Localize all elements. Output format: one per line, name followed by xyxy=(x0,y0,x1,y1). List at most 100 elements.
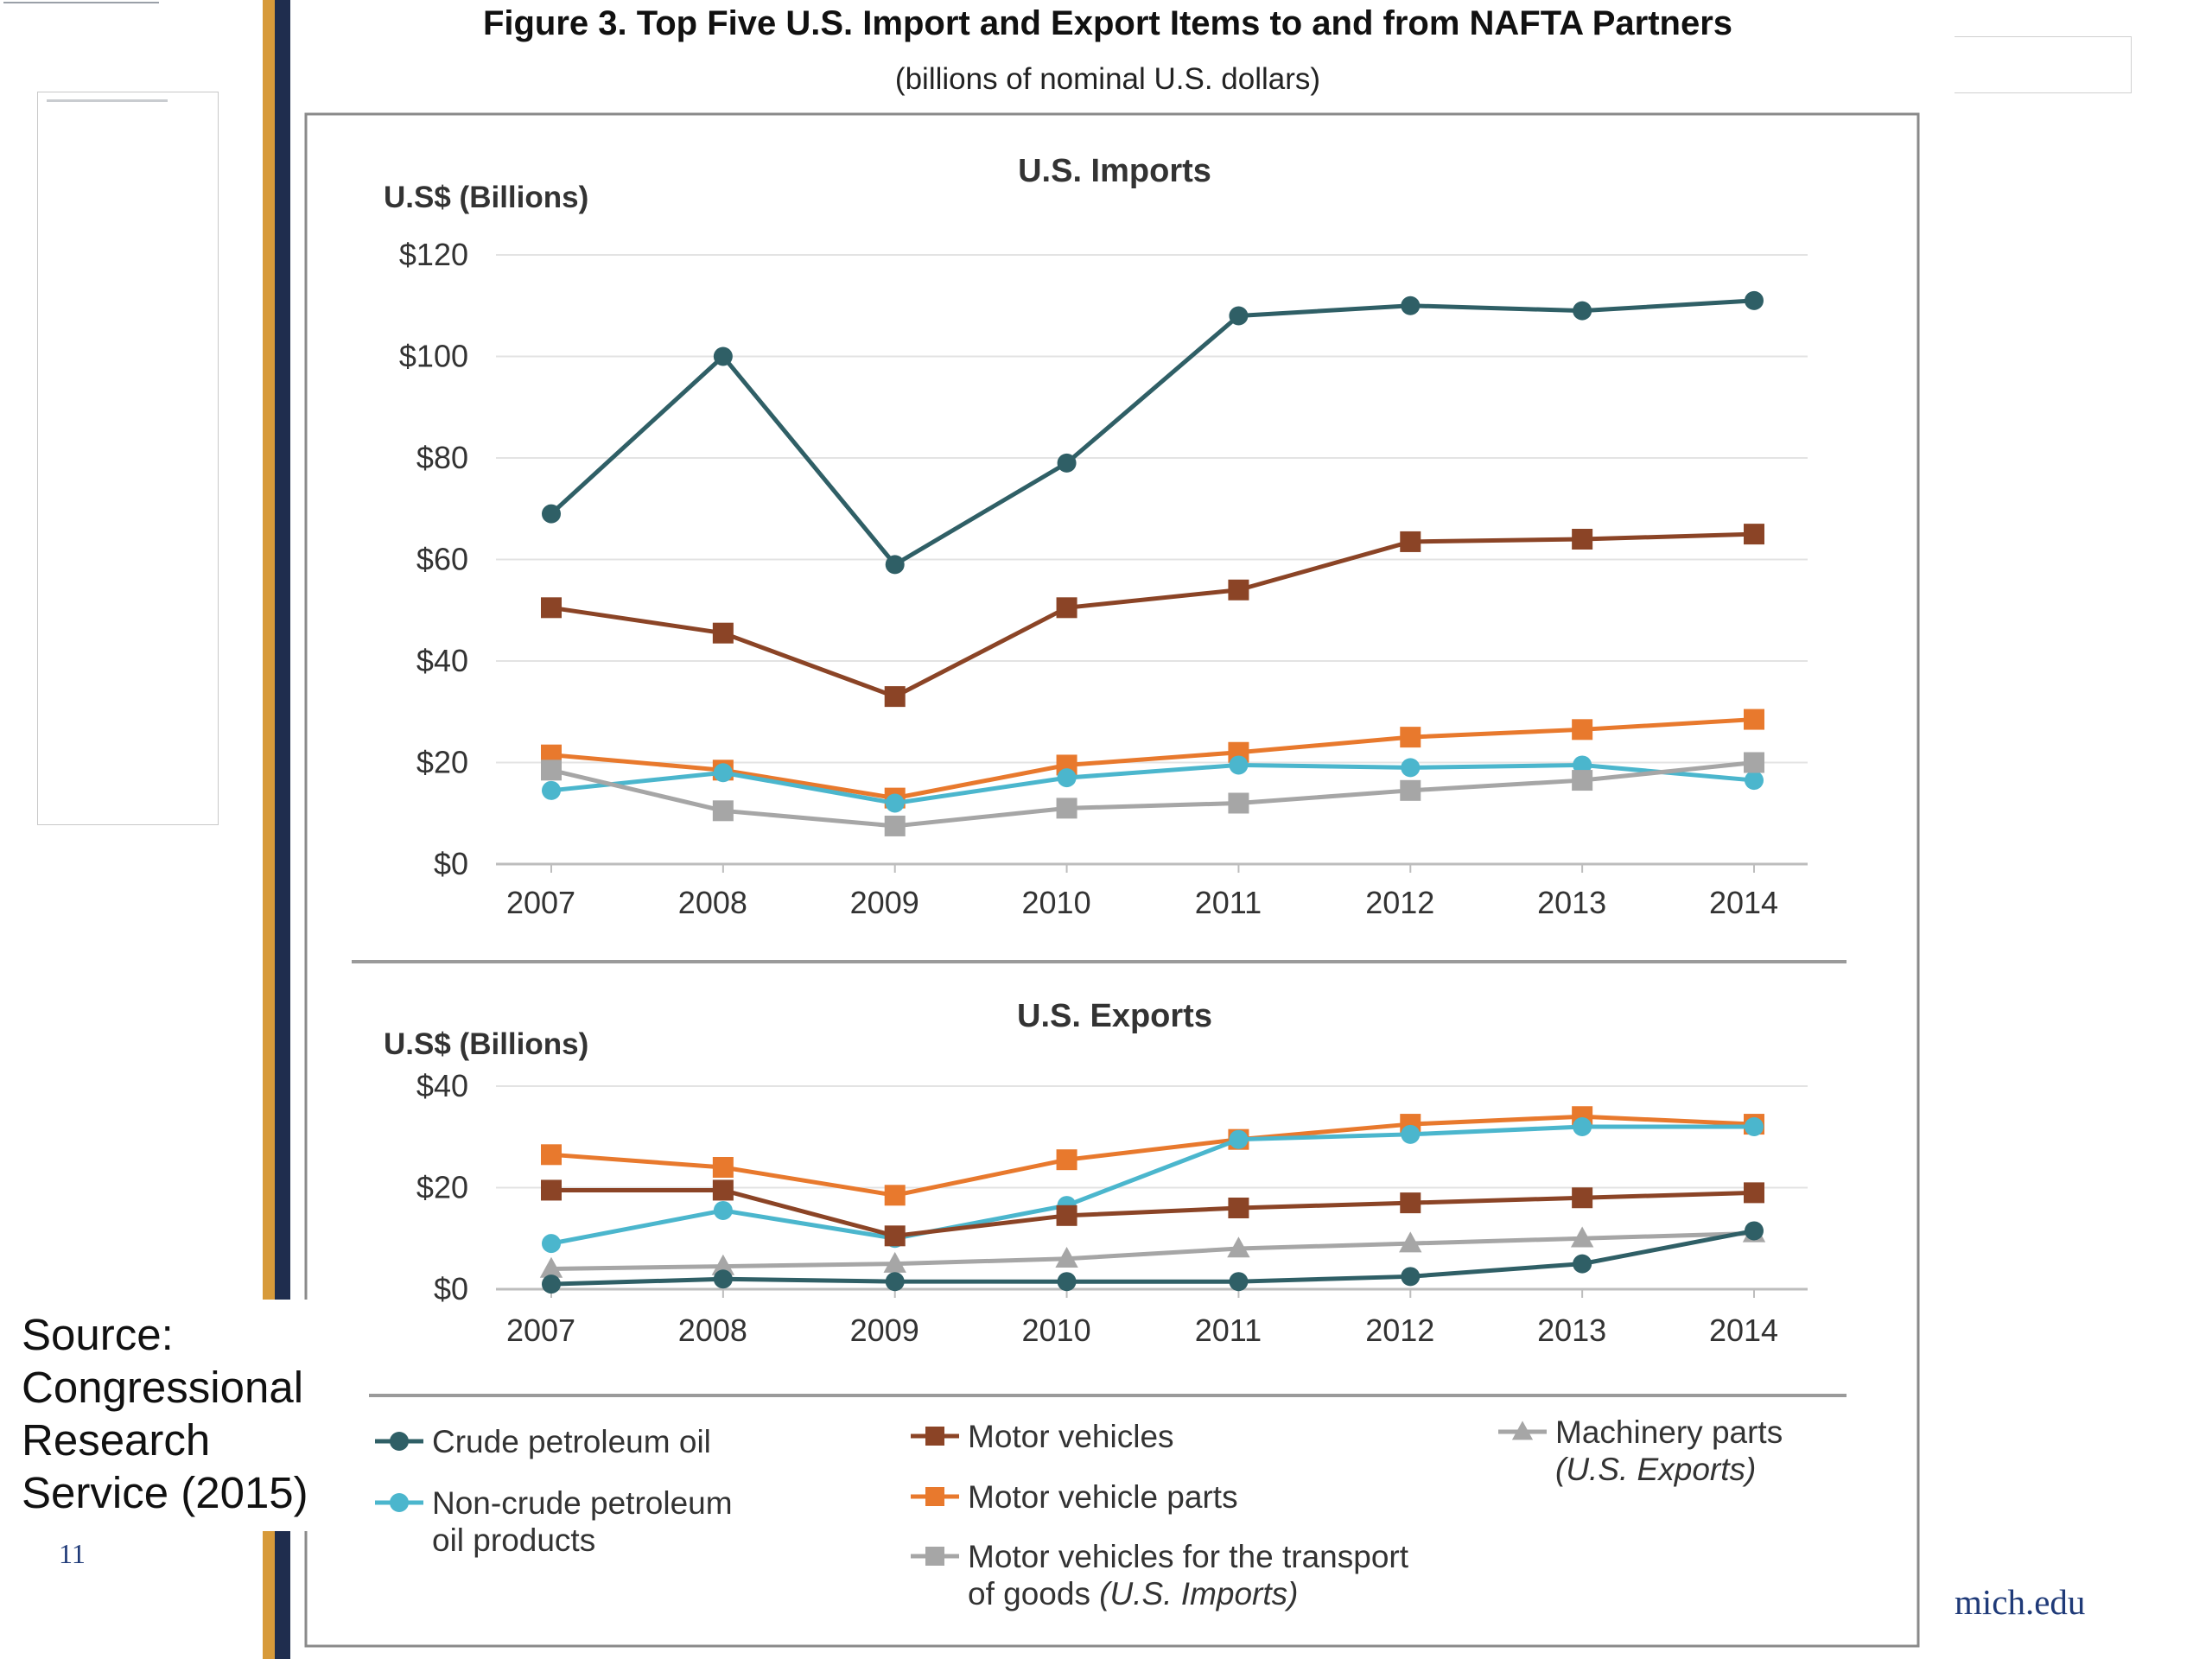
data-point xyxy=(1570,1226,1594,1248)
y-tick-label: $0 xyxy=(434,1271,468,1306)
data-point xyxy=(1055,1246,1078,1268)
data-point xyxy=(711,1254,735,1275)
data-point xyxy=(712,622,734,644)
data-point xyxy=(1056,1149,1077,1171)
series-line xyxy=(551,1187,1755,1238)
legend-label: Machinery parts xyxy=(1555,1414,1783,1450)
data-point xyxy=(713,1269,733,1289)
x-tick-label: 2010 xyxy=(1022,885,1091,920)
thumbnail-text xyxy=(47,99,168,102)
data-point xyxy=(884,1185,906,1206)
data-point xyxy=(1573,755,1592,775)
chart-title: U.S. Exports xyxy=(1017,998,1212,1034)
legend-label: Non-crude petroleum xyxy=(432,1485,733,1521)
header-box xyxy=(1955,36,2132,93)
x-tick-label: 2014 xyxy=(1709,1313,1778,1348)
data-point xyxy=(541,597,562,619)
data-point xyxy=(539,1256,563,1278)
data-point xyxy=(1572,719,1593,741)
x-tick-label: 2008 xyxy=(678,1313,747,1348)
data-point xyxy=(1229,1272,1249,1292)
legend-label: of goods (U.S. Imports) xyxy=(968,1576,1298,1611)
data-point xyxy=(883,1251,906,1273)
data-point xyxy=(1400,531,1421,552)
exports-chart: U.S. Exports U.S$ (Billions) $0 $20 $40 2007 2… xyxy=(384,998,1808,1348)
figure-image: Figure 3. Top Five U.S. Import and Expor… xyxy=(296,0,1955,1659)
data-point xyxy=(1401,296,1421,315)
data-point xyxy=(1745,1117,1764,1136)
charts-layer: U.S. Imports U.S$ (Billions) $0 $20 $40 $60 $8… xyxy=(384,153,1808,1348)
data-point xyxy=(1744,1182,1764,1204)
data-point xyxy=(1229,755,1249,775)
stripe-gap xyxy=(290,0,296,1659)
data-point xyxy=(542,1234,561,1254)
legend-label: Motor vehicle parts xyxy=(968,1479,1238,1515)
x-tick-label: 2011 xyxy=(1195,1313,1262,1348)
data-point xyxy=(1056,597,1077,619)
data-point xyxy=(1401,1267,1421,1287)
slide-thumbnail[interactable] xyxy=(37,92,219,825)
data-point xyxy=(542,780,561,800)
y-tick-label: $20 xyxy=(416,745,468,780)
data-point xyxy=(1401,758,1421,778)
series-crude xyxy=(542,1221,1764,1294)
data-point xyxy=(885,1272,905,1292)
legend-marker xyxy=(390,1432,409,1451)
legend-marker xyxy=(390,1493,409,1512)
data-point xyxy=(712,1179,734,1201)
data-point xyxy=(541,760,562,781)
navy-accent-stripe xyxy=(275,0,290,1659)
x-tick-label: 2009 xyxy=(850,885,919,920)
data-point xyxy=(1056,798,1077,819)
footer-domain[interactable]: mich.edu xyxy=(1955,1582,2086,1622)
data-point xyxy=(884,815,906,836)
y-tick-label: $100 xyxy=(399,339,468,374)
data-point xyxy=(1572,770,1593,791)
x-tick-label: 2007 xyxy=(506,885,575,920)
legend-marker xyxy=(925,1487,944,1506)
figure-svg: Figure 3. Top Five U.S. Import and Expor… xyxy=(304,4,1920,1648)
data-point xyxy=(541,1144,562,1166)
series-line xyxy=(550,1228,1755,1287)
data-point xyxy=(1228,579,1249,601)
data-point xyxy=(542,504,561,524)
data-point xyxy=(712,800,734,822)
y-tick-label: $80 xyxy=(416,440,468,475)
page-number: 11 xyxy=(59,1538,86,1569)
x-tick-label: 2014 xyxy=(1709,885,1778,920)
data-point xyxy=(884,1225,906,1247)
y-tick-label: $0 xyxy=(434,846,468,881)
series-gray xyxy=(541,752,1764,836)
data-point xyxy=(884,686,906,708)
x-tick-label: 2009 xyxy=(850,1313,919,1348)
legend-label: Crude petroleum oil xyxy=(432,1424,711,1459)
data-point xyxy=(1056,1205,1077,1226)
data-point xyxy=(713,346,733,366)
series-crude xyxy=(542,290,1764,575)
chart-title: U.S. Imports xyxy=(1018,153,1211,189)
y-axis-label: U.S$ (Billions) xyxy=(384,1027,588,1061)
legend-marker xyxy=(1511,1421,1534,1440)
y-tick-label: $120 xyxy=(399,237,468,272)
data-point xyxy=(1057,453,1077,473)
data-point xyxy=(1399,1231,1422,1253)
data-point xyxy=(1572,1187,1593,1209)
thumbnail-caption xyxy=(3,2,159,5)
legend-marker xyxy=(925,1547,944,1566)
data-point xyxy=(885,793,905,813)
data-point xyxy=(542,1274,561,1294)
x-tick-label: 2013 xyxy=(1537,885,1606,920)
data-point xyxy=(1745,771,1764,791)
source-note: Source: Congressional Research Service (… xyxy=(0,1300,346,1531)
series-line xyxy=(550,717,1755,801)
data-point xyxy=(1228,792,1249,814)
data-point xyxy=(1744,709,1764,730)
data-point xyxy=(1744,524,1764,545)
data-point xyxy=(1229,1129,1249,1149)
data-point xyxy=(712,1157,734,1178)
data-point xyxy=(1229,306,1249,326)
imports-chart: U.S. Imports U.S$ (Billions) $0 $20 $40 $60 $8… xyxy=(384,153,1808,920)
y-tick-label: $40 xyxy=(416,643,468,678)
series-line xyxy=(550,760,1755,829)
